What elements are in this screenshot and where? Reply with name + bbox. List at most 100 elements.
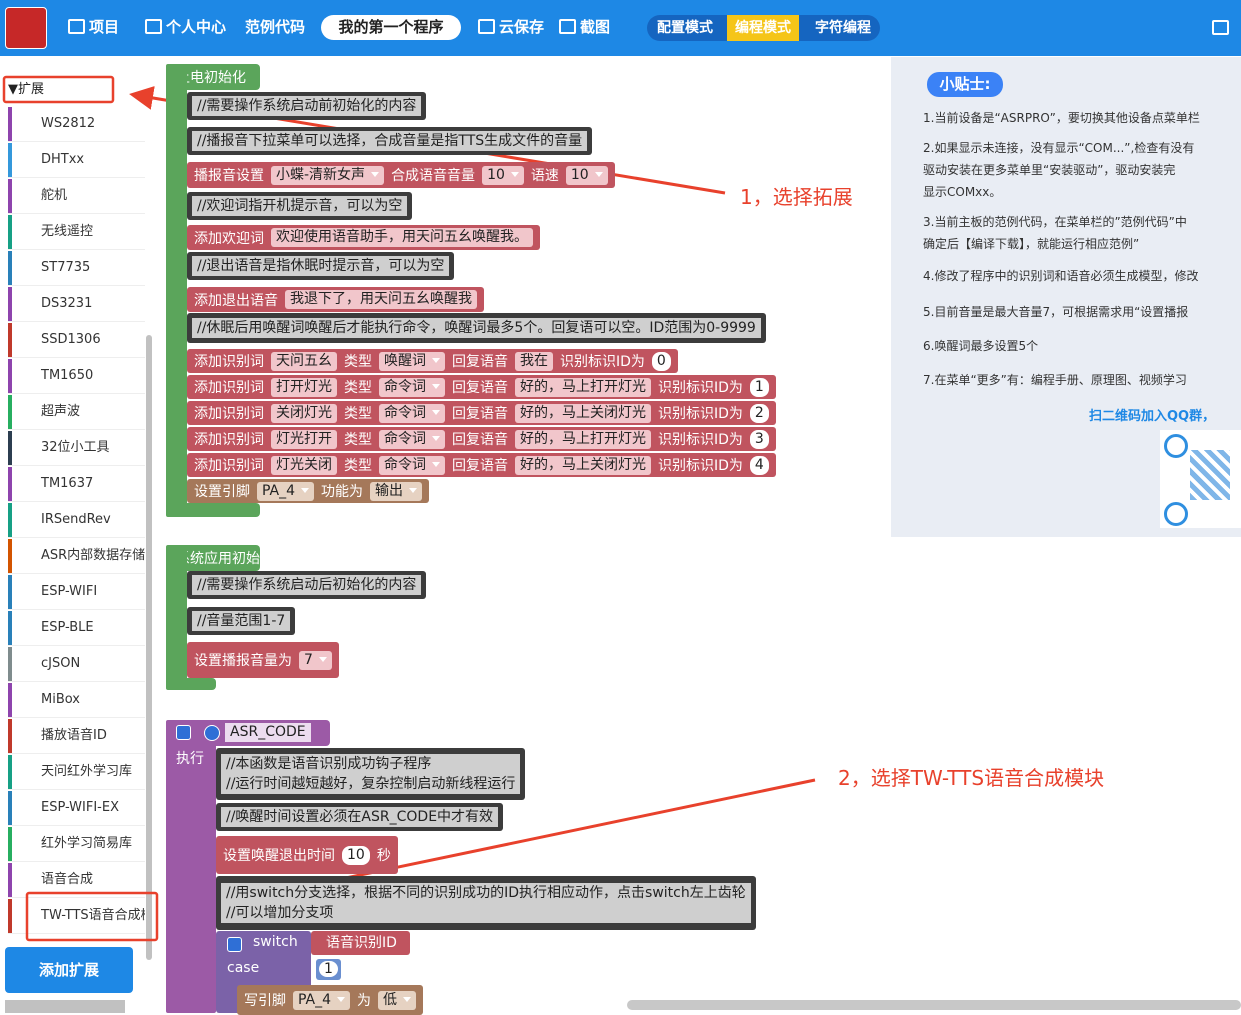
extension-item[interactable]: SSD1306 — [8, 323, 145, 358]
extension-item[interactable]: 超声波 — [8, 395, 145, 430]
program-name[interactable]: 我的第一个程序 — [321, 15, 461, 40]
nav-user[interactable]: 个人中心 — [145, 16, 226, 37]
extension-item[interactable]: WS2812 — [8, 107, 145, 142]
comment-line: //可以增加分支项 — [226, 905, 334, 921]
extension-item[interactable]: IRSendRev — [8, 503, 145, 538]
item-label: TM1637 — [41, 476, 94, 491]
extension-item[interactable]: ESP-WIFI — [8, 575, 145, 610]
block-label: 设置播报音量为 — [194, 653, 292, 669]
number-field[interactable]: 4 — [749, 455, 769, 475]
number-field[interactable]: 1 — [749, 377, 769, 397]
text-field[interactable]: 我退下了，用天问五幺唤醒我 — [285, 290, 477, 309]
block-label: 设置唤醒退出时间 — [223, 848, 335, 864]
text-field[interactable]: 好的，马上打开灯光 — [515, 377, 651, 397]
comment-block: //需要操作系统启动前初始化的内容 — [187, 92, 427, 120]
scrollbar[interactable] — [146, 335, 152, 960]
extension-item[interactable]: ST7735 — [8, 251, 145, 286]
mode-blocks[interactable]: 编程模式 — [727, 15, 799, 41]
h-scrollbar[interactable] — [5, 1000, 125, 1013]
extension-item[interactable]: 红外学习简易库 — [8, 827, 145, 862]
block-title: 系统应用初始化 — [176, 551, 274, 567]
help-icon[interactable] — [204, 725, 220, 741]
extension-item[interactable]: ESP-BLE — [8, 611, 145, 646]
extension-item[interactable]: DS3231 — [8, 287, 145, 322]
block-label: 写引脚 — [244, 993, 286, 1009]
text-field[interactable]: 关闭灯光 — [271, 403, 337, 423]
gear-icon[interactable] — [176, 725, 191, 740]
text-field[interactable]: 好的，马上关闭灯光 — [515, 455, 651, 475]
comment-text: //用switch分支选择，根据不同的识别成功的ID执行相应动作，点击switc… — [221, 883, 751, 923]
extension-item[interactable]: 天问红外学习库 — [8, 755, 145, 790]
number-field[interactable]: 3 — [749, 429, 769, 449]
extension-item[interactable]: 语音合成 — [8, 863, 145, 898]
item-label: ESP-WIFI-EX — [41, 800, 119, 815]
dropdown-field[interactable]: 低 — [378, 990, 417, 1010]
item-stripe — [8, 719, 12, 753]
nav-examples[interactable]: 范例代码 — [245, 18, 306, 36]
extension-item[interactable]: TW-TTS语音合成模块 — [8, 899, 145, 934]
comment-line: //需要操作系统启动后初始化的内容 — [197, 577, 417, 593]
block-spine — [166, 64, 187, 517]
right-icon[interactable] — [1212, 20, 1229, 35]
extension-item[interactable]: 播放语音ID — [8, 719, 145, 754]
execute-label: 执行 — [176, 751, 204, 767]
text-field[interactable]: 欢迎使用语音助手，用天问五幺唤醒我。 — [271, 228, 533, 247]
text-field[interactable]: 灯光打开 — [271, 429, 337, 449]
statement-block: 添加识别词 灯光打开 类型 命令词 回复语音 好的，马上打开灯光 识别标识ID为 3 — [187, 427, 776, 451]
extension-item[interactable]: ASR内部数据存储 — [8, 539, 145, 574]
logo[interactable] — [5, 7, 47, 49]
dropdown-field[interactable]: 命令词 — [379, 403, 445, 423]
text-field[interactable]: 天问五幺 — [271, 351, 337, 371]
dropdown-field[interactable]: PA_4 — [293, 990, 351, 1010]
item-stripe — [8, 899, 12, 933]
dropdown-field[interactable]: PA_4 — [257, 481, 315, 501]
item-label: 播放语音ID — [41, 728, 107, 743]
nav-projects[interactable]: 项目 — [68, 16, 119, 37]
section-title[interactable]: ▼扩展 — [8, 82, 44, 97]
dropdown-field[interactable]: 小蝶-清新女声 — [271, 165, 385, 185]
statement-block: 添加识别词 打开灯光 类型 命令词 回复语音 好的，马上打开灯光 识别标识ID为 1 — [187, 375, 776, 399]
text-field[interactable]: 好的，马上打开灯光 — [515, 429, 651, 449]
extension-item[interactable]: 舵机 — [8, 179, 145, 214]
text-field[interactable]: 打开灯光 — [271, 377, 337, 397]
gear-icon[interactable] — [227, 937, 242, 952]
extension-item[interactable]: TM1637 — [8, 467, 145, 502]
tips-title: 小贴士: — [927, 72, 1003, 97]
number-field[interactable]: 10 — [342, 845, 370, 865]
dropdown-field[interactable]: 命令词 — [379, 377, 445, 397]
dropdown-field[interactable]: 10 — [565, 165, 608, 185]
switch-label: switch — [253, 934, 298, 950]
number-field[interactable]: 2 — [749, 403, 769, 423]
dropdown-field[interactable]: 输出 — [370, 481, 423, 501]
dropdown-field[interactable]: 7 — [299, 650, 332, 670]
dropdown-field[interactable]: 唤醒词 — [379, 351, 445, 371]
mode-text[interactable]: 字符编程 — [815, 20, 871, 36]
function-name[interactable]: ASR_CODE — [225, 723, 311, 742]
mode-config[interactable]: 配置模式 — [657, 20, 713, 36]
extension-item[interactable]: DHTxx — [8, 143, 145, 178]
add-extension-button[interactable]: 添加扩展 — [5, 947, 133, 993]
tip-line: 7.在菜单“更多”有：编程手册、原理图、视频学习 — [923, 373, 1187, 387]
comment-text: //需要操作系统启动前初始化的内容 — [192, 96, 422, 116]
extension-item[interactable]: TM1650 — [8, 359, 145, 394]
screenshot[interactable]: 截图 — [559, 16, 610, 37]
number-field[interactable]: 0 — [651, 351, 671, 371]
extension-item[interactable]: 32位小工具 — [8, 431, 145, 466]
block-label: 功能为 — [321, 484, 364, 500]
extension-item[interactable]: 无线遥控 — [8, 215, 145, 250]
text-field[interactable]: 好的，马上关闭灯光 — [515, 403, 651, 423]
dropdown-field[interactable]: 命令词 — [379, 455, 445, 475]
block-foot — [166, 678, 216, 690]
extension-item[interactable]: MiBox — [8, 683, 145, 718]
case-number[interactable]: 1 — [319, 961, 338, 977]
dropdown-field[interactable]: 命令词 — [379, 429, 445, 449]
extension-item[interactable]: ESP-WIFI-EX — [8, 791, 145, 826]
text-field[interactable]: 灯光关闭 — [271, 455, 337, 475]
text-field[interactable]: 我在 — [515, 351, 553, 371]
dropdown-field[interactable]: 10 — [482, 165, 524, 185]
extension-item[interactable]: cJSON — [8, 647, 145, 682]
qr-code[interactable] — [1160, 430, 1241, 528]
comment-text: //欢迎词指开机提示音，可以为空 — [192, 196, 408, 216]
statement-block: 设置播报音量为 7 — [187, 642, 339, 678]
cloud-save[interactable]: 云保存 — [478, 16, 544, 37]
